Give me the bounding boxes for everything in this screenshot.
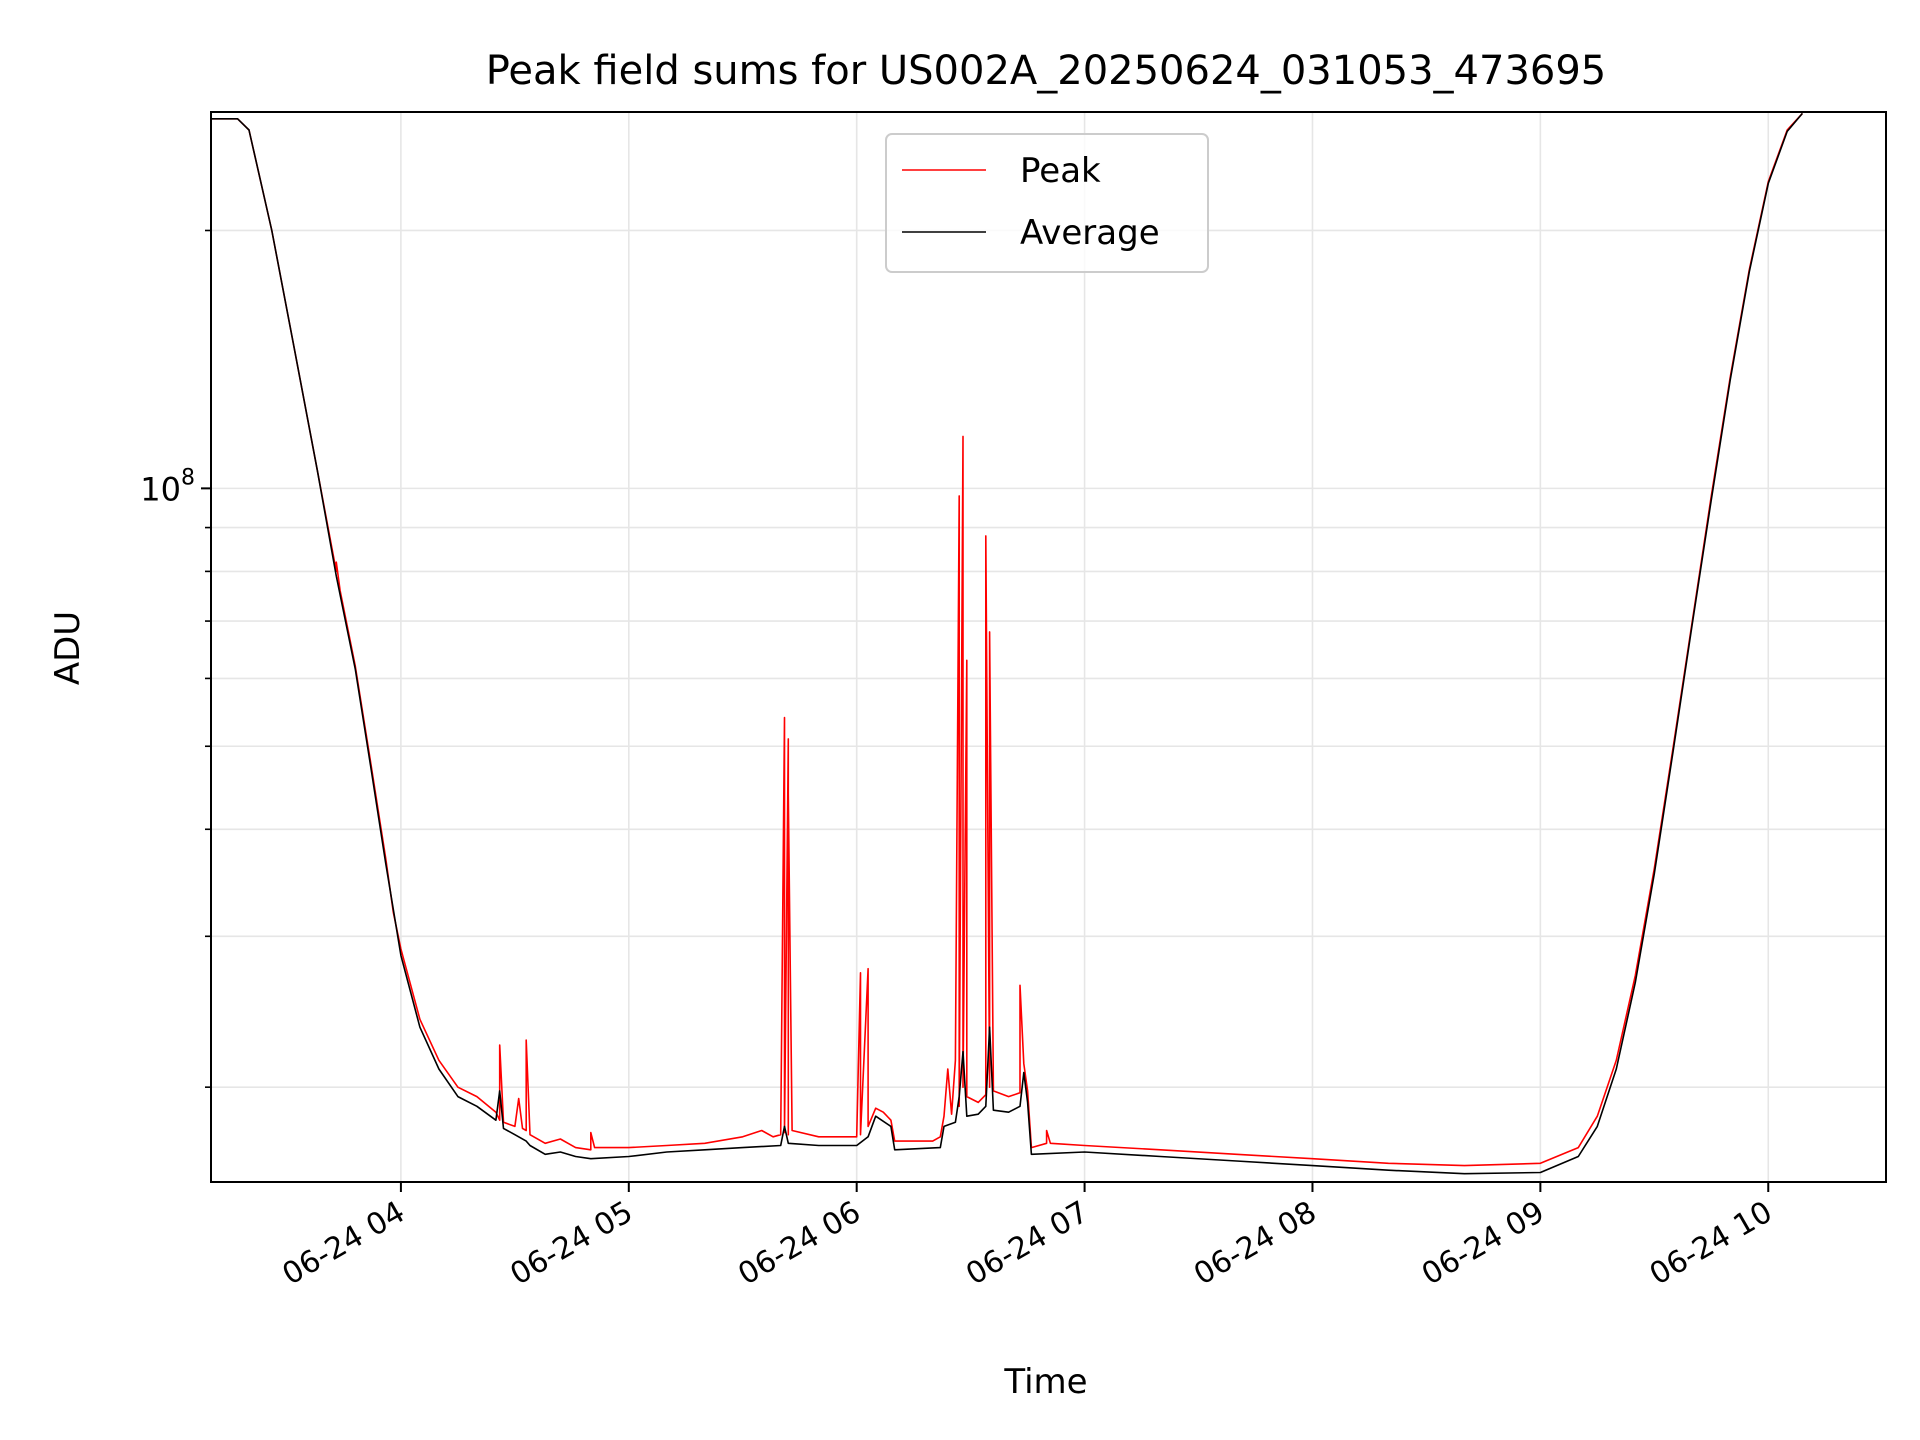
legend-label-peak: Peak (1020, 151, 1101, 191)
series-group (211, 112, 1804, 1175)
legend-label-average: Average (1020, 213, 1160, 253)
y-axis-label: ADU (48, 611, 88, 685)
series-layer (211, 112, 1804, 1175)
y-tick-label-base: 10 (140, 470, 181, 508)
plot-frame (210, 111, 1887, 1183)
legend: Peak Average (885, 133, 1209, 273)
y-axis: 108 (140, 229, 211, 1088)
x-axis-label: Time (1003, 1362, 1087, 1402)
legend-box (885, 133, 1209, 273)
y-tick-label-exponent: 8 (181, 465, 195, 490)
chart-title: Peak field sums for US002A_20250624_0310… (486, 48, 1607, 94)
series-line-peak (211, 112, 1803, 1167)
series-line-average (211, 112, 1804, 1175)
y-tick-label: 108 (140, 465, 195, 508)
grid (211, 112, 1886, 1182)
